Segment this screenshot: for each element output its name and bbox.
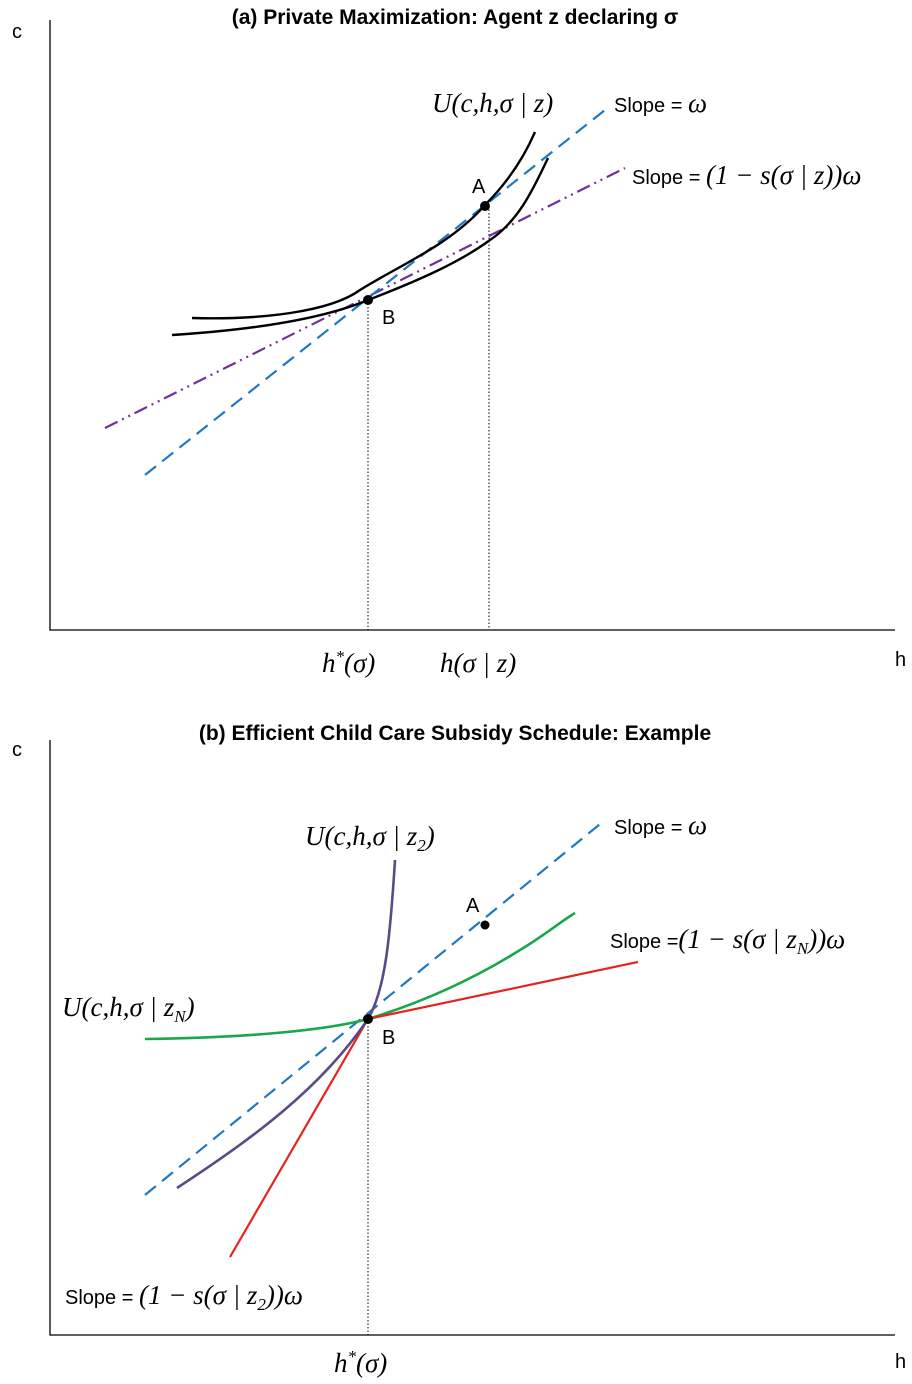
- point: [363, 1014, 373, 1024]
- slope-formula: (1 − s(σ | z))ω: [706, 160, 862, 190]
- slope-prefix: Slope =: [614, 95, 682, 117]
- axes: [49, 20, 895, 631]
- point-label: A: [466, 895, 480, 917]
- math-sub: N: [796, 939, 810, 958]
- math-rest: (σ): [356, 1348, 387, 1378]
- y-axis-label: c: [12, 21, 22, 43]
- x-marker: h(σ | z): [440, 648, 516, 678]
- point-label: B: [382, 307, 395, 329]
- indifference-curve-z2: [176, 859, 397, 1190]
- curve-label: U(c,h,σ | z2): [305, 821, 435, 855]
- math-start: (1 − s(σ | z: [139, 1280, 258, 1310]
- slope-label: Slope = ω: [614, 88, 707, 118]
- point-label: B: [382, 1027, 395, 1049]
- panel-title: (a) Private Maximization: Agent z declar…: [232, 6, 679, 29]
- point: [363, 295, 373, 305]
- slope-prefix: Slope =: [632, 167, 700, 189]
- x-axis-label: h: [895, 649, 906, 671]
- curve-label: U(c,h,σ | zN): [62, 992, 195, 1026]
- slope-label: Slope =(1 − s(σ | zN))ω: [610, 924, 845, 958]
- math-sup: *: [348, 1347, 357, 1366]
- math-start: (1 − s(σ | z: [678, 924, 797, 954]
- math-sub: 2: [417, 836, 426, 855]
- x-marker: h*(σ): [322, 647, 375, 678]
- math-sub: N: [173, 1007, 187, 1026]
- math-start: U(c,h,σ | z: [305, 821, 418, 851]
- panel-title: (b) Efficient Child Care Subsidy Schedul…: [199, 722, 711, 745]
- subsidy-schedule: [229, 960, 639, 1258]
- math-end: ))ω: [806, 924, 845, 954]
- slope-formula: ω: [688, 88, 707, 118]
- x-marker: h*(σ): [334, 1347, 387, 1378]
- indifference-curve: [171, 157, 550, 337]
- indifference-curve-zn: [144, 911, 576, 1041]
- math-base: h: [334, 1348, 348, 1378]
- math-start: U(c,h,σ | z: [62, 992, 175, 1022]
- math-end: ): [184, 992, 195, 1022]
- slope-prefix: Slope =: [614, 817, 682, 839]
- indifference-curve: [191, 131, 537, 320]
- x-axis-label: h: [895, 1351, 906, 1373]
- point-label: A: [472, 176, 486, 198]
- y-axis-label: c: [12, 739, 22, 761]
- slope-prefix: Slope =: [65, 1287, 133, 1309]
- point: [480, 201, 490, 211]
- slope-label: Slope = ω: [614, 810, 707, 840]
- slope-prefix: Slope =: [610, 931, 678, 953]
- math-end: ))ω: [264, 1280, 303, 1310]
- budget-line: [144, 109, 606, 476]
- math-sup: *: [336, 647, 345, 666]
- math-end: ): [424, 821, 435, 851]
- math-base: h: [322, 648, 336, 678]
- slope-formula: ω: [688, 810, 707, 840]
- panel-a: (a) Private Maximization: Agent z declar…: [12, 6, 906, 678]
- slope-label: Slope = (1 − s(σ | z))ω: [632, 160, 861, 190]
- curve-label: U(c,h,σ | z): [432, 88, 553, 118]
- panel-b: (b) Efficient Child Care Subsidy Schedul…: [12, 722, 906, 1378]
- point: [480, 920, 490, 930]
- slope-label: Slope = (1 − s(σ | z2))ω: [65, 1280, 303, 1314]
- math-sub: 2: [257, 1295, 266, 1314]
- math-rest: (σ): [344, 648, 375, 678]
- axes: [49, 740, 895, 1336]
